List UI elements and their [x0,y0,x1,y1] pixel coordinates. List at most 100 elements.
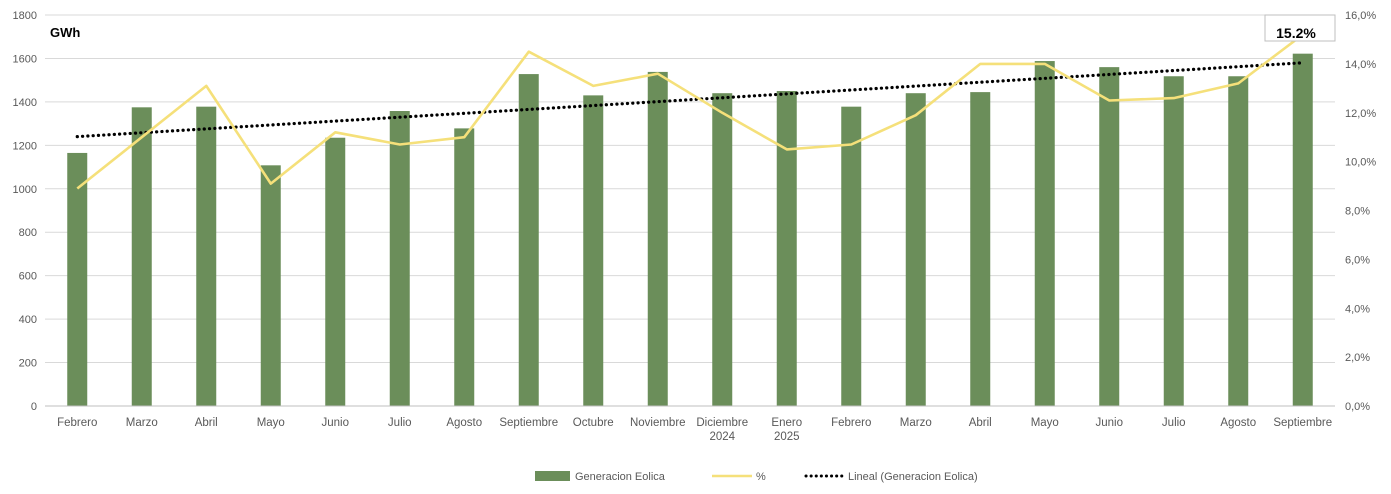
x-tick-label: Julio [1162,417,1186,429]
bar [841,106,862,406]
trendline-group [75,61,1305,139]
percent-line-group [76,33,1304,190]
y-left-tick-label: 1000 [13,184,37,196]
bar [1163,76,1184,407]
y-left-tick-label: 1800 [13,10,37,22]
bar [325,137,346,406]
x-tick-label-line: Noviembre [630,417,686,429]
x-tick-label-line: Septiembre [499,417,558,429]
x-tick-label: Enero 2025 [771,417,802,443]
x-tick-label: Diciembre 2024 [696,417,748,443]
unit-label: GWh [50,25,80,40]
bar [1034,61,1055,406]
bar [518,74,539,406]
bars-group [67,53,1313,407]
annotation-label: 15.2% [1276,25,1316,41]
x-tick-label-line: Agosto [1220,417,1256,429]
x-tick-label-line: Junio [322,417,350,429]
x-tick-label-line: Mayo [1031,417,1059,429]
x-tick-label-line: Abril [195,417,218,429]
annotation-box [1264,14,1336,42]
x-tick-label: Septiembre [1273,417,1332,429]
x-tick-label: Abril [969,417,992,429]
bar [260,165,281,406]
bar [196,106,217,406]
x-tick-label-line: Febrero [831,417,871,429]
y-right-tick-label: 0,0% [1345,401,1370,413]
y-left-tick-label: 0 [31,401,37,413]
legend-label-line: % [756,471,766,483]
x-tick-label-line: Julio [1162,417,1186,429]
x-tick-label: Febrero [831,417,871,429]
x-tick-label: Junio [1096,417,1124,429]
x-tick-label-line: Marzo [126,417,158,429]
x-tick-label: Agosto [1220,417,1256,429]
bar [970,92,991,406]
x-tick-label: Julio [388,417,412,429]
bar [67,152,88,406]
annotation-callout: 15.2% [1264,14,1336,42]
y-left-tick-label: 400 [19,314,37,326]
bar [583,95,604,406]
y-left-tick-label: 1600 [13,53,37,65]
bar [131,107,152,406]
x-tick-label-line: Julio [388,417,412,429]
x-tick-label-line: Agosto [446,417,482,429]
bar [1099,67,1120,406]
bar [776,91,797,407]
x-tick-label: Noviembre [630,417,686,429]
x-tick-label: Mayo [1031,417,1059,429]
legend-label-bar: Generacion Eolica [575,471,666,483]
x-tick-label: Junio [322,417,350,429]
x-tick-label-line: Junio [1096,417,1124,429]
x-tick-label: Mayo [257,417,285,429]
x-tick-label-line: 2024 [709,431,735,443]
x-tick-label: Marzo [126,417,158,429]
bar [905,93,926,406]
legend-label-trend: Lineal (Generacion Eolica) [848,471,978,483]
y-right-tick-label: 16,0% [1345,10,1376,22]
legend-swatch-bar [535,471,570,481]
x-tick-label-line: Enero [771,417,802,429]
trendline [75,61,1305,139]
y-right-tick-label: 4,0% [1345,303,1370,315]
x-tick-label-line: Octubre [573,417,614,429]
bar [647,71,668,406]
y-right-tick-label: 10,0% [1345,157,1376,169]
y-left-tick-label: 1200 [13,140,37,152]
x-tick-label-line: Septiembre [1273,417,1332,429]
x-tick-label: Agosto [446,417,482,429]
y-right-tick-label: 2,0% [1345,352,1370,364]
y-right-tick-label: 8,0% [1345,206,1370,218]
bar [389,111,410,407]
x-axis: Febrero Marzo Abril Mayo Junio Julio Agosto Sep… [45,405,1335,443]
bar [454,128,475,406]
bar [1292,53,1313,406]
y-left-tick-label: 600 [19,271,37,283]
y-axis-right: 0,0% 2,0% 4,0% 6,0% 8,0% 10,0% 12,0% 14,0% 16,0% [1345,10,1376,413]
x-tick-label: Febrero [57,417,97,429]
bar [1228,76,1249,407]
y-right-tick-label: 14,0% [1345,59,1376,71]
gridlines [45,14,1335,407]
y-axis-left: 0 200 400 600 800 1000 1200 1400 1600 1800 [13,10,37,413]
y-right-tick-label: 12,0% [1345,108,1376,120]
x-tick-label: Abril [195,417,218,429]
y-left-tick-label: 1400 [13,97,37,109]
y-left-tick-label: 200 [19,358,37,370]
x-tick-label-line: Diciembre [696,417,748,429]
y-right-tick-label: 6,0% [1345,254,1370,266]
y-left-tick-label: 800 [19,227,37,239]
percent-line [76,33,1304,190]
x-tick-label: Septiembre [499,417,558,429]
x-tick-label-line: 2025 [774,431,800,443]
x-tick-label-line: Febrero [57,417,97,429]
x-tick-label: Octubre [573,417,614,429]
bar [712,93,733,406]
x-tick-label-line: Mayo [257,417,285,429]
x-tick-label: Marzo [900,417,932,429]
legend: Generacion Eolica% Lineal (Generacion Eol… [535,471,978,483]
x-tick-label-line: Marzo [900,417,932,429]
